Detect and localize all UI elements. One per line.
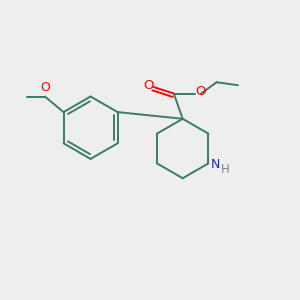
Text: O: O [143,79,154,92]
Text: O: O [40,81,50,94]
Text: O: O [195,85,206,98]
Text: H: H [221,164,230,176]
Text: N: N [211,158,220,171]
